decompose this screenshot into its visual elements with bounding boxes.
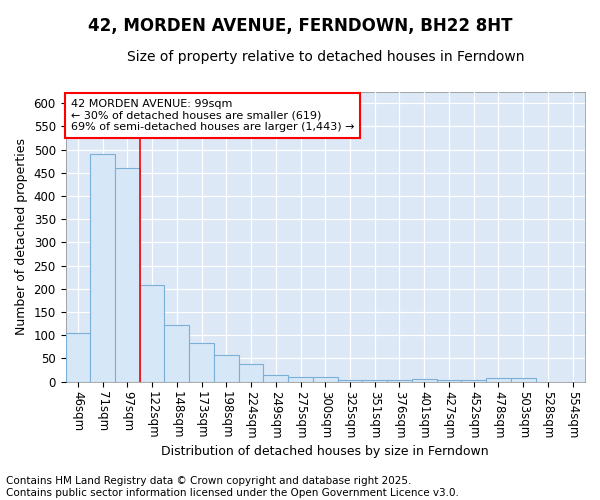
Bar bbox=[486, 378, 511, 382]
Bar bbox=[65, 333, 90, 382]
Text: 42, MORDEN AVENUE, FERNDOWN, BH22 8HT: 42, MORDEN AVENUE, FERNDOWN, BH22 8HT bbox=[88, 18, 512, 36]
Bar bbox=[90, 154, 115, 382]
Bar bbox=[412, 380, 437, 382]
Bar bbox=[338, 380, 362, 382]
Bar bbox=[461, 380, 486, 382]
Text: 42 MORDEN AVENUE: 99sqm
← 30% of detached houses are smaller (619)
69% of semi-d: 42 MORDEN AVENUE: 99sqm ← 30% of detache… bbox=[71, 99, 354, 132]
Bar bbox=[387, 380, 412, 382]
Title: Size of property relative to detached houses in Ferndown: Size of property relative to detached ho… bbox=[127, 50, 524, 64]
Bar bbox=[288, 377, 313, 382]
Bar bbox=[263, 374, 288, 382]
Bar bbox=[239, 364, 263, 382]
Bar bbox=[511, 378, 536, 382]
Text: Contains HM Land Registry data © Crown copyright and database right 2025.
Contai: Contains HM Land Registry data © Crown c… bbox=[6, 476, 459, 498]
Bar bbox=[362, 380, 387, 382]
Bar bbox=[437, 380, 461, 382]
X-axis label: Distribution of detached houses by size in Ferndown: Distribution of detached houses by size … bbox=[161, 444, 489, 458]
Bar bbox=[140, 285, 164, 382]
Bar bbox=[189, 343, 214, 382]
Bar bbox=[313, 377, 338, 382]
Bar bbox=[214, 355, 239, 382]
Bar bbox=[115, 168, 140, 382]
Bar bbox=[164, 324, 189, 382]
Y-axis label: Number of detached properties: Number of detached properties bbox=[15, 138, 28, 335]
